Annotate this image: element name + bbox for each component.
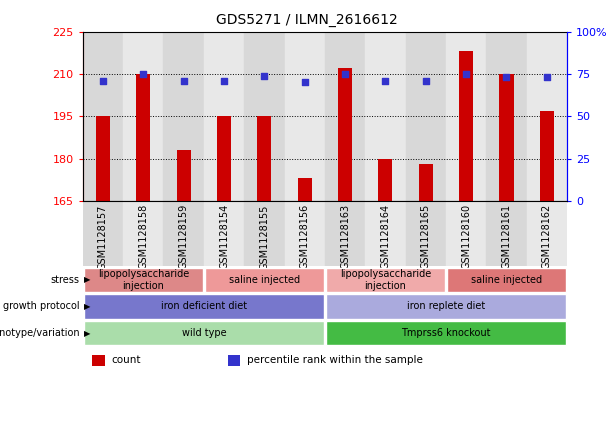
Text: percentile rank within the sample: percentile rank within the sample	[248, 355, 424, 365]
Bar	[325, 32, 365, 201]
Text: ▶: ▶	[84, 275, 91, 284]
Text: ▶: ▶	[84, 302, 91, 311]
Text: saline injected: saline injected	[471, 275, 542, 285]
Bar	[459, 52, 473, 201]
Bar	[446, 201, 486, 266]
Text: Tmprss6 knockout: Tmprss6 knockout	[401, 328, 491, 338]
Text: GSM1128157: GSM1128157	[98, 204, 108, 269]
Bar	[500, 74, 514, 201]
Point	[542, 74, 552, 81]
Bar	[326, 321, 566, 345]
Bar	[326, 294, 566, 319]
Bar	[217, 116, 231, 201]
Bar	[284, 201, 325, 266]
Point	[259, 72, 269, 79]
Point	[179, 77, 189, 84]
Bar	[205, 268, 324, 292]
Text: GDS5271 / ILMN_2616612: GDS5271 / ILMN_2616612	[216, 13, 397, 27]
Text: stress: stress	[51, 275, 80, 285]
Bar	[486, 201, 527, 266]
Point	[139, 71, 148, 77]
Text: GSM1128156: GSM1128156	[300, 204, 310, 269]
Point	[461, 71, 471, 77]
Point	[381, 77, 390, 84]
Text: lipopolysaccharide
injection: lipopolysaccharide injection	[97, 269, 189, 291]
Bar	[136, 74, 150, 201]
Bar	[164, 201, 204, 266]
Bar	[527, 32, 567, 201]
Text: GSM1128158: GSM1128158	[139, 204, 148, 269]
Text: genotype/variation: genotype/variation	[0, 328, 80, 338]
Bar	[123, 201, 164, 266]
Bar	[365, 32, 406, 201]
Bar	[419, 164, 433, 201]
Text: GSM1128154: GSM1128154	[219, 204, 229, 269]
Bar	[204, 201, 244, 266]
Bar	[486, 32, 527, 201]
Bar	[228, 354, 240, 365]
Bar	[325, 201, 365, 266]
Text: iron deficient diet: iron deficient diet	[161, 302, 247, 311]
Bar	[447, 268, 566, 292]
Point	[219, 77, 229, 84]
Point	[98, 77, 108, 84]
Text: lipopolysaccharide
injection: lipopolysaccharide injection	[340, 269, 431, 291]
Text: growth protocol: growth protocol	[3, 302, 80, 311]
Text: GSM1128155: GSM1128155	[259, 204, 269, 269]
Point	[300, 79, 310, 86]
Bar	[378, 159, 392, 201]
Bar	[96, 116, 110, 201]
Bar	[83, 32, 123, 201]
Bar	[284, 32, 325, 201]
Bar	[123, 32, 164, 201]
Bar	[338, 69, 352, 201]
Text: GSM1128159: GSM1128159	[178, 204, 189, 269]
Text: GSM1128162: GSM1128162	[542, 204, 552, 269]
Point	[340, 71, 350, 77]
Bar	[93, 354, 105, 365]
Bar	[406, 201, 446, 266]
Text: GSM1128163: GSM1128163	[340, 204, 350, 269]
Bar	[540, 111, 554, 201]
Bar	[84, 294, 324, 319]
Text: count: count	[112, 355, 142, 365]
Bar	[326, 268, 445, 292]
Text: GSM1128161: GSM1128161	[501, 204, 511, 269]
Text: GSM1128160: GSM1128160	[461, 204, 471, 269]
Bar	[527, 201, 567, 266]
Text: ▶: ▶	[84, 329, 91, 338]
Bar	[83, 201, 123, 266]
Bar	[298, 179, 312, 201]
Text: GSM1128165: GSM1128165	[421, 204, 431, 269]
Bar	[244, 201, 284, 266]
Text: saline injected: saline injected	[229, 275, 300, 285]
Text: GSM1128164: GSM1128164	[381, 204, 390, 269]
Bar	[406, 32, 446, 201]
Text: iron replete diet: iron replete diet	[407, 302, 485, 311]
Bar	[84, 321, 324, 345]
Bar	[244, 32, 284, 201]
Bar	[446, 32, 486, 201]
Bar	[164, 32, 204, 201]
Bar	[177, 150, 191, 201]
Bar	[84, 268, 203, 292]
Point	[421, 77, 431, 84]
Text: wild type: wild type	[181, 328, 226, 338]
Bar	[365, 201, 406, 266]
Point	[501, 74, 511, 81]
Bar	[204, 32, 244, 201]
Bar	[257, 116, 272, 201]
